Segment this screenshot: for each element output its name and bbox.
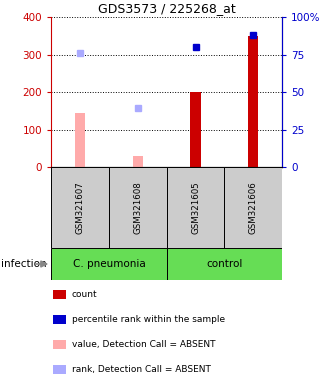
Text: GSM321605: GSM321605 xyxy=(191,181,200,234)
Text: GSM321606: GSM321606 xyxy=(249,181,258,234)
Text: GSM321607: GSM321607 xyxy=(76,181,84,234)
Bar xyxy=(53,315,66,324)
Title: GDS3573 / 225268_at: GDS3573 / 225268_at xyxy=(98,2,236,15)
Bar xyxy=(224,167,282,248)
Bar xyxy=(167,167,224,248)
Text: control: control xyxy=(206,259,243,269)
Bar xyxy=(53,290,66,299)
Text: C. pneumonia: C. pneumonia xyxy=(73,259,145,269)
Bar xyxy=(53,365,66,374)
Bar xyxy=(109,167,167,248)
Bar xyxy=(167,248,282,280)
Text: infection: infection xyxy=(1,259,47,269)
Text: count: count xyxy=(72,290,98,299)
Bar xyxy=(75,113,85,167)
Bar xyxy=(133,156,143,167)
Text: GSM321608: GSM321608 xyxy=(133,181,142,234)
Bar xyxy=(53,340,66,349)
Bar xyxy=(51,167,109,248)
Text: percentile rank within the sample: percentile rank within the sample xyxy=(72,315,225,324)
Text: rank, Detection Call = ABSENT: rank, Detection Call = ABSENT xyxy=(72,365,211,374)
Text: value, Detection Call = ABSENT: value, Detection Call = ABSENT xyxy=(72,340,215,349)
Bar xyxy=(248,36,258,167)
Bar xyxy=(190,92,201,167)
Bar xyxy=(51,248,167,280)
